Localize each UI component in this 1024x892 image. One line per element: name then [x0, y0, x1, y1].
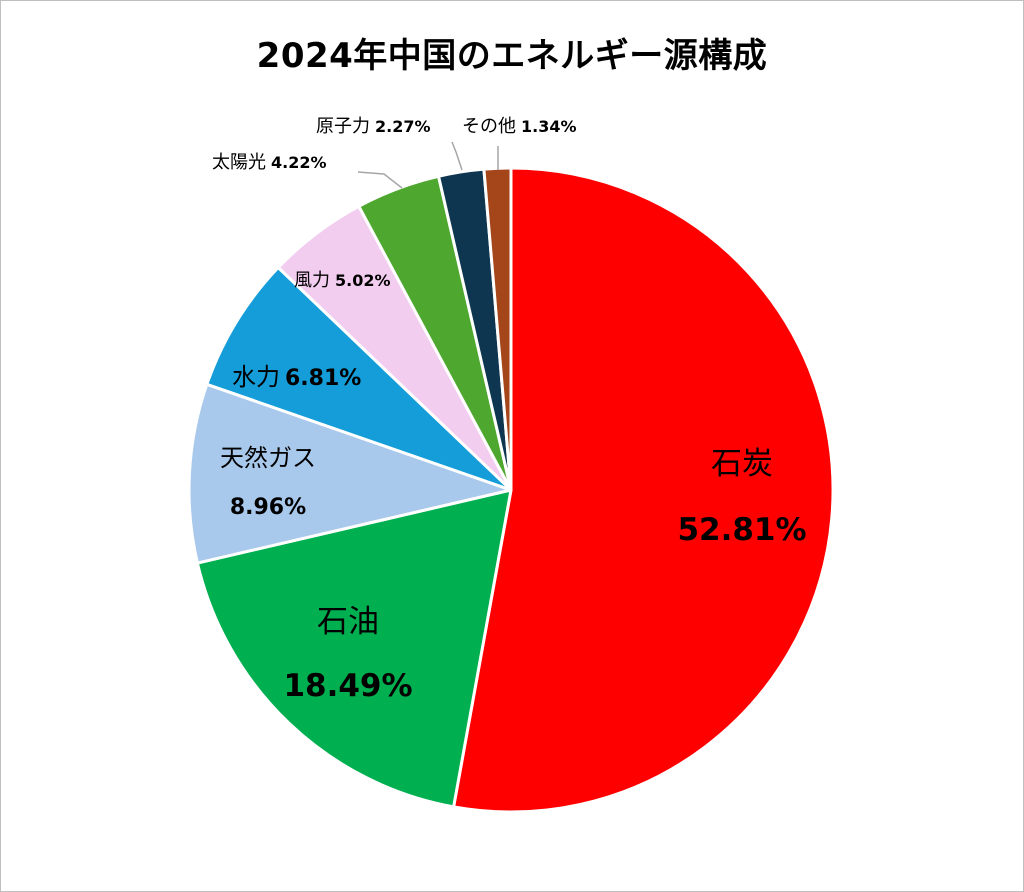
slice-labels: 石炭 52.81% 石油 18.49% 天然ガス 8.96% 水力 6.81% 風力 5.02% 太…: [212, 116, 807, 704]
label-wind-pct: 5.02%: [335, 271, 391, 290]
label-other-pct: 1.34%: [521, 117, 577, 136]
label-other-name: その他: [462, 116, 516, 137]
leader-line-solar: [357, 171, 403, 189]
label-nuclear-name: 原子力: [316, 116, 370, 137]
pie-slices: [187, 166, 835, 814]
slice-hydro: [205, 266, 513, 492]
leader-line-nuclear: [451, 141, 463, 171]
slice-oil: [195, 488, 513, 809]
label-hydro-name: 水力: [232, 363, 280, 391]
slice-coal: [452, 166, 835, 814]
slice-natural-gas: [187, 382, 513, 565]
label-hydro: 水力 6.81%: [232, 363, 361, 391]
label-nuclear-pct: 2.27%: [375, 117, 431, 136]
label-nuclear: 原子力 2.27%: [316, 116, 431, 137]
leader-lines: [357, 141, 499, 189]
label-coal-pct: 52.81%: [677, 512, 806, 548]
label-other: その他 1.34%: [462, 116, 577, 137]
label-coal-name: 石炭: [711, 446, 773, 482]
label-oil-pct: 18.49%: [283, 668, 412, 704]
label-wind-name: 風力: [294, 270, 330, 291]
label-oil-name: 石油: [317, 604, 379, 640]
label-natural-gas-name: 天然ガス: [220, 444, 316, 472]
chart-title: 2024年中国のエネルギー源構成: [256, 36, 768, 76]
label-solar-name: 太陽光: [212, 152, 266, 173]
label-solar-pct: 4.22%: [271, 153, 327, 172]
label-wind: 風力 5.02%: [294, 270, 391, 291]
label-natural-gas-pct: 8.96%: [230, 495, 306, 520]
label-solar: 太陽光 4.22%: [212, 152, 327, 173]
label-hydro-pct: 6.81%: [285, 366, 361, 391]
